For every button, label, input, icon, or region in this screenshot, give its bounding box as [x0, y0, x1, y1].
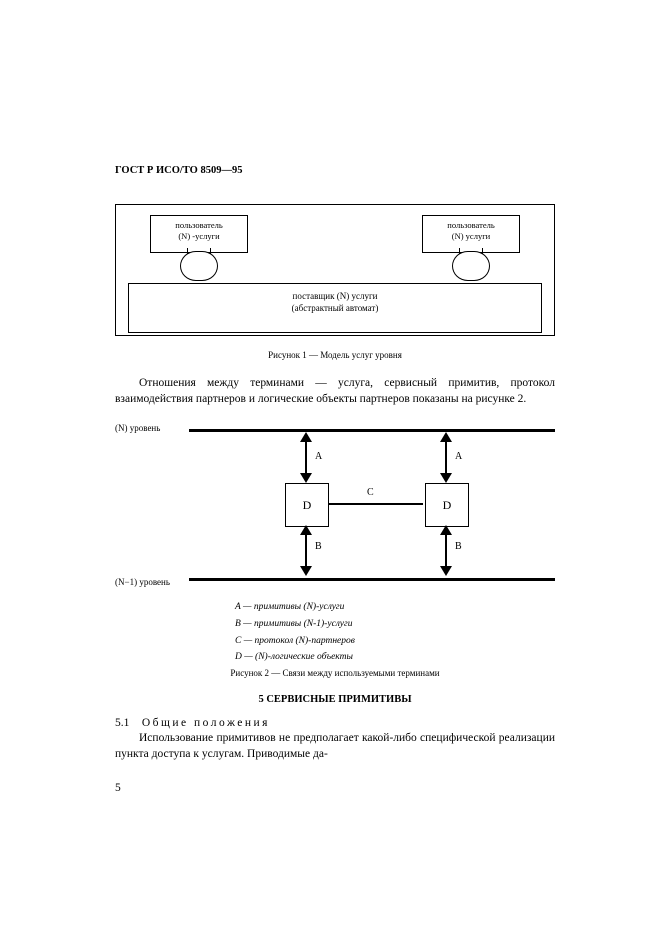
fig1-user-left: пользователь (N) -услуги [150, 215, 248, 253]
fig1-provider: поставщик (N) услуги (абстрактный автома… [128, 283, 542, 333]
fig2-legend-b: B — примитивы (N-1)-услуги [235, 618, 555, 631]
fig2-connector-c [329, 503, 423, 505]
doc-header: ГОСТ Р ИСО/ТО 8509—95 [115, 165, 555, 176]
fig2-level-n1: (N−1) уровень [115, 577, 170, 587]
fig2-arrow-b-left [305, 527, 307, 574]
paragraph-1-text: Отношения между терминами — услуга, серв… [115, 377, 555, 405]
fig2-node-d-right: D [425, 483, 469, 527]
fig1-user-right: пользователь (N) услуги [422, 215, 520, 253]
fig2-label-c: C [367, 487, 374, 498]
fig2-level-n: (N) уровень [115, 423, 160, 433]
fig2-label-b-right: B [455, 541, 462, 552]
fig2-legend-c: C — протокол (N)-партнеров [235, 635, 555, 648]
fig1-sap-left-icon [180, 251, 218, 281]
fig2-arrow-b-right [445, 527, 447, 574]
fig2-arrow-a-right [445, 434, 447, 481]
figure-2: (N) уровень A A D D C B B (N−1) уровень [115, 421, 555, 589]
fig2-line-bot [189, 578, 555, 581]
fig2-legend-a: A — примитивы (N)-услуги [235, 601, 555, 614]
fig2-arrow-a-left [305, 434, 307, 481]
section-5-title: 5 СЕРВИСНЫЕ ПРИМИТИВЫ [115, 694, 555, 705]
fig1-sap-right-icon [452, 251, 490, 281]
fig1-provider-l2: (абстрактный автомат) [129, 302, 541, 314]
paragraph-2: Использование примитивов не предполагает… [115, 731, 555, 762]
fig1-user-right-l2: (N) услуги [423, 231, 519, 242]
page-content: ГОСТ Р ИСО/ТО 8509—95 пользователь (N) -… [115, 165, 555, 762]
fig2-node-d-left: D [285, 483, 329, 527]
sub-5-1-title: Общие положения [142, 717, 270, 729]
fig1-user-left-l2: (N) -услуги [151, 231, 247, 242]
fig1-provider-l1: поставщик (N) услуги [129, 290, 541, 302]
fig2-label-a-left: A [315, 451, 322, 462]
paragraph-2-text: Использование примитивов не предполагает… [115, 732, 555, 760]
page-number: 5 [115, 782, 121, 794]
fig2-legend-d: D — (N)-логические объекты [235, 651, 555, 664]
fig1-user-left-l1: пользователь [151, 220, 247, 231]
subsection-5-1: 5.1 Общие положения [115, 717, 555, 729]
fig2-label-b-left: B [315, 541, 322, 552]
figure-2-caption: Рисунок 2 — Связи между используемыми те… [115, 668, 555, 678]
fig2-label-a-right: A [455, 451, 462, 462]
figure-1: пользователь (N) -услуги пользователь (N… [115, 204, 555, 336]
sub-5-1-num: 5.1 [115, 717, 139, 729]
fig2-line-top [189, 429, 555, 432]
figure-1-caption: Рисунок 1 — Модель услуг уровня [115, 350, 555, 360]
paragraph-1: Отношения между терминами — услуга, серв… [115, 376, 555, 407]
fig1-user-right-l1: пользователь [423, 220, 519, 231]
